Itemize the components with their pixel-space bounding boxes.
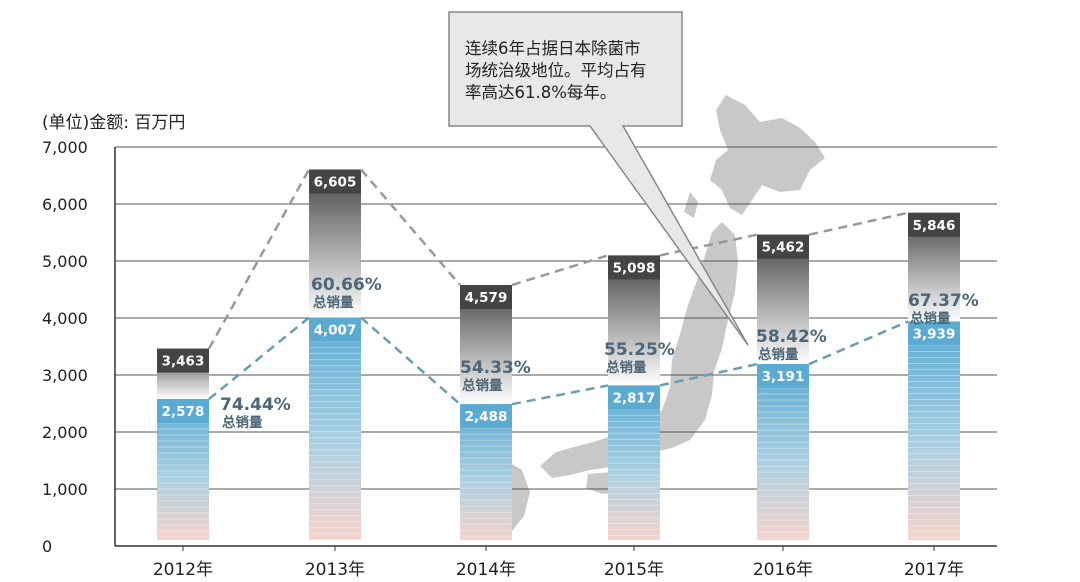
total-trend-line bbox=[360, 168, 461, 286]
share-percent-label: 74.44% bbox=[220, 395, 291, 415]
hokkaido-shape bbox=[710, 95, 825, 215]
share-label-bg bbox=[309, 317, 361, 342]
share-value-label: 3,939 bbox=[913, 326, 956, 342]
grid-lines bbox=[115, 146, 997, 490]
total-label-bg bbox=[608, 255, 660, 280]
share-value-label: 3,191 bbox=[762, 369, 805, 385]
share-suffix-label: 总销量 bbox=[758, 346, 799, 363]
axes: 0 1,000 2,000 3,000 4,000 5,000 6,000 7,000 2012… bbox=[42, 138, 997, 580]
y-tick-label: 3,000 bbox=[42, 366, 88, 385]
share-bar bbox=[309, 317, 361, 540]
total-label-bg bbox=[757, 234, 809, 259]
share-trend-line bbox=[511, 384, 609, 406]
y-tick-label: 7,000 bbox=[42, 138, 88, 157]
callout-line: 连续6年占据日本除菌市 bbox=[465, 39, 641, 58]
share-suffix-label: 总销量 bbox=[910, 310, 951, 327]
island-shape bbox=[684, 192, 698, 218]
honshu-shape bbox=[540, 222, 738, 478]
total-bar bbox=[309, 169, 361, 318]
y-tick-label: 1,000 bbox=[42, 480, 88, 499]
total-value-label: 3,463 bbox=[162, 354, 205, 370]
callout-text: 连续6年占据日本除菌市 场统治级地位。平均占有 率高达61.8%每年。 bbox=[449, 12, 682, 126]
share-label-bg bbox=[460, 404, 512, 429]
share-trend-line bbox=[360, 316, 461, 406]
total-label-bg bbox=[908, 212, 960, 237]
total-value-label: 5,462 bbox=[762, 240, 805, 256]
total-label-bg bbox=[460, 284, 512, 309]
x-tick-label: 2014年 bbox=[456, 560, 516, 580]
y-tick-label: 5,000 bbox=[42, 252, 88, 271]
share-percent-label: 58.42% bbox=[756, 327, 827, 347]
share-label-bg bbox=[157, 399, 209, 424]
share-trend-line bbox=[208, 316, 310, 401]
y-tick-label: 0 bbox=[42, 537, 52, 556]
y-tick-label: 4,000 bbox=[42, 309, 88, 328]
y-tick-label: 6,000 bbox=[42, 195, 88, 214]
data-labels: 3,463 2,578 6,605 4,007 4,579 2,488 5,098 2,817… bbox=[162, 175, 979, 431]
trend-lines bbox=[207, 168, 909, 406]
x-tick-label: 2017年 bbox=[904, 560, 964, 580]
total-label-bg bbox=[157, 348, 209, 373]
y-tick-label: 2,000 bbox=[42, 423, 88, 442]
share-label-bg bbox=[908, 321, 960, 346]
callout-box bbox=[448, 11, 749, 346]
total-value-label: 5,098 bbox=[613, 260, 656, 276]
share-suffix-label: 总销量 bbox=[222, 414, 263, 431]
share-value-label: 2,488 bbox=[465, 409, 508, 425]
total-trend-line bbox=[808, 211, 909, 236]
x-tick-label: 2012年 bbox=[153, 560, 213, 580]
share-percent-label: 54.33% bbox=[460, 358, 531, 378]
share-percent-label: 55.25% bbox=[604, 340, 675, 360]
total-label-bg bbox=[309, 169, 361, 194]
share-trend-line bbox=[808, 320, 909, 366]
share-suffix-label: 总销量 bbox=[462, 377, 503, 394]
bars bbox=[157, 169, 960, 541]
callout-line: 率高达61.8%每年。 bbox=[465, 83, 617, 102]
y-axis-unit-label: (单位)金额: 百万円 bbox=[42, 113, 186, 133]
share-label-bg bbox=[757, 364, 809, 389]
total-value-label: 5,846 bbox=[913, 218, 956, 234]
total-value-label: 6,605 bbox=[314, 175, 357, 191]
total-trend-line bbox=[659, 233, 758, 257]
share-value-label: 2,817 bbox=[613, 390, 656, 406]
x-tick-label: 2016年 bbox=[753, 560, 813, 580]
share-suffix-label: 总销量 bbox=[606, 359, 647, 376]
share-label-bg bbox=[608, 385, 660, 410]
x-tick-label: 2013年 bbox=[305, 560, 365, 580]
share-bar bbox=[757, 364, 809, 540]
share-percent-label: 60.66% bbox=[311, 275, 382, 295]
share-value-label: 2,578 bbox=[162, 404, 205, 420]
callout-bubble bbox=[448, 11, 749, 346]
callout-line: 场统治级地位。平均占有 bbox=[465, 61, 647, 80]
total-trend-line bbox=[511, 254, 609, 287]
total-value-label: 4,579 bbox=[465, 290, 508, 306]
share-percent-label: 67.37% bbox=[908, 291, 979, 311]
x-tick-label: 2015年 bbox=[604, 560, 664, 580]
share-suffix-label: 总销量 bbox=[313, 294, 354, 311]
share-bar bbox=[608, 385, 660, 540]
total-trend-line bbox=[207, 168, 311, 350]
share-value-label: 4,007 bbox=[314, 323, 357, 339]
share-bar bbox=[908, 321, 960, 540]
share-trend-line bbox=[659, 362, 758, 387]
